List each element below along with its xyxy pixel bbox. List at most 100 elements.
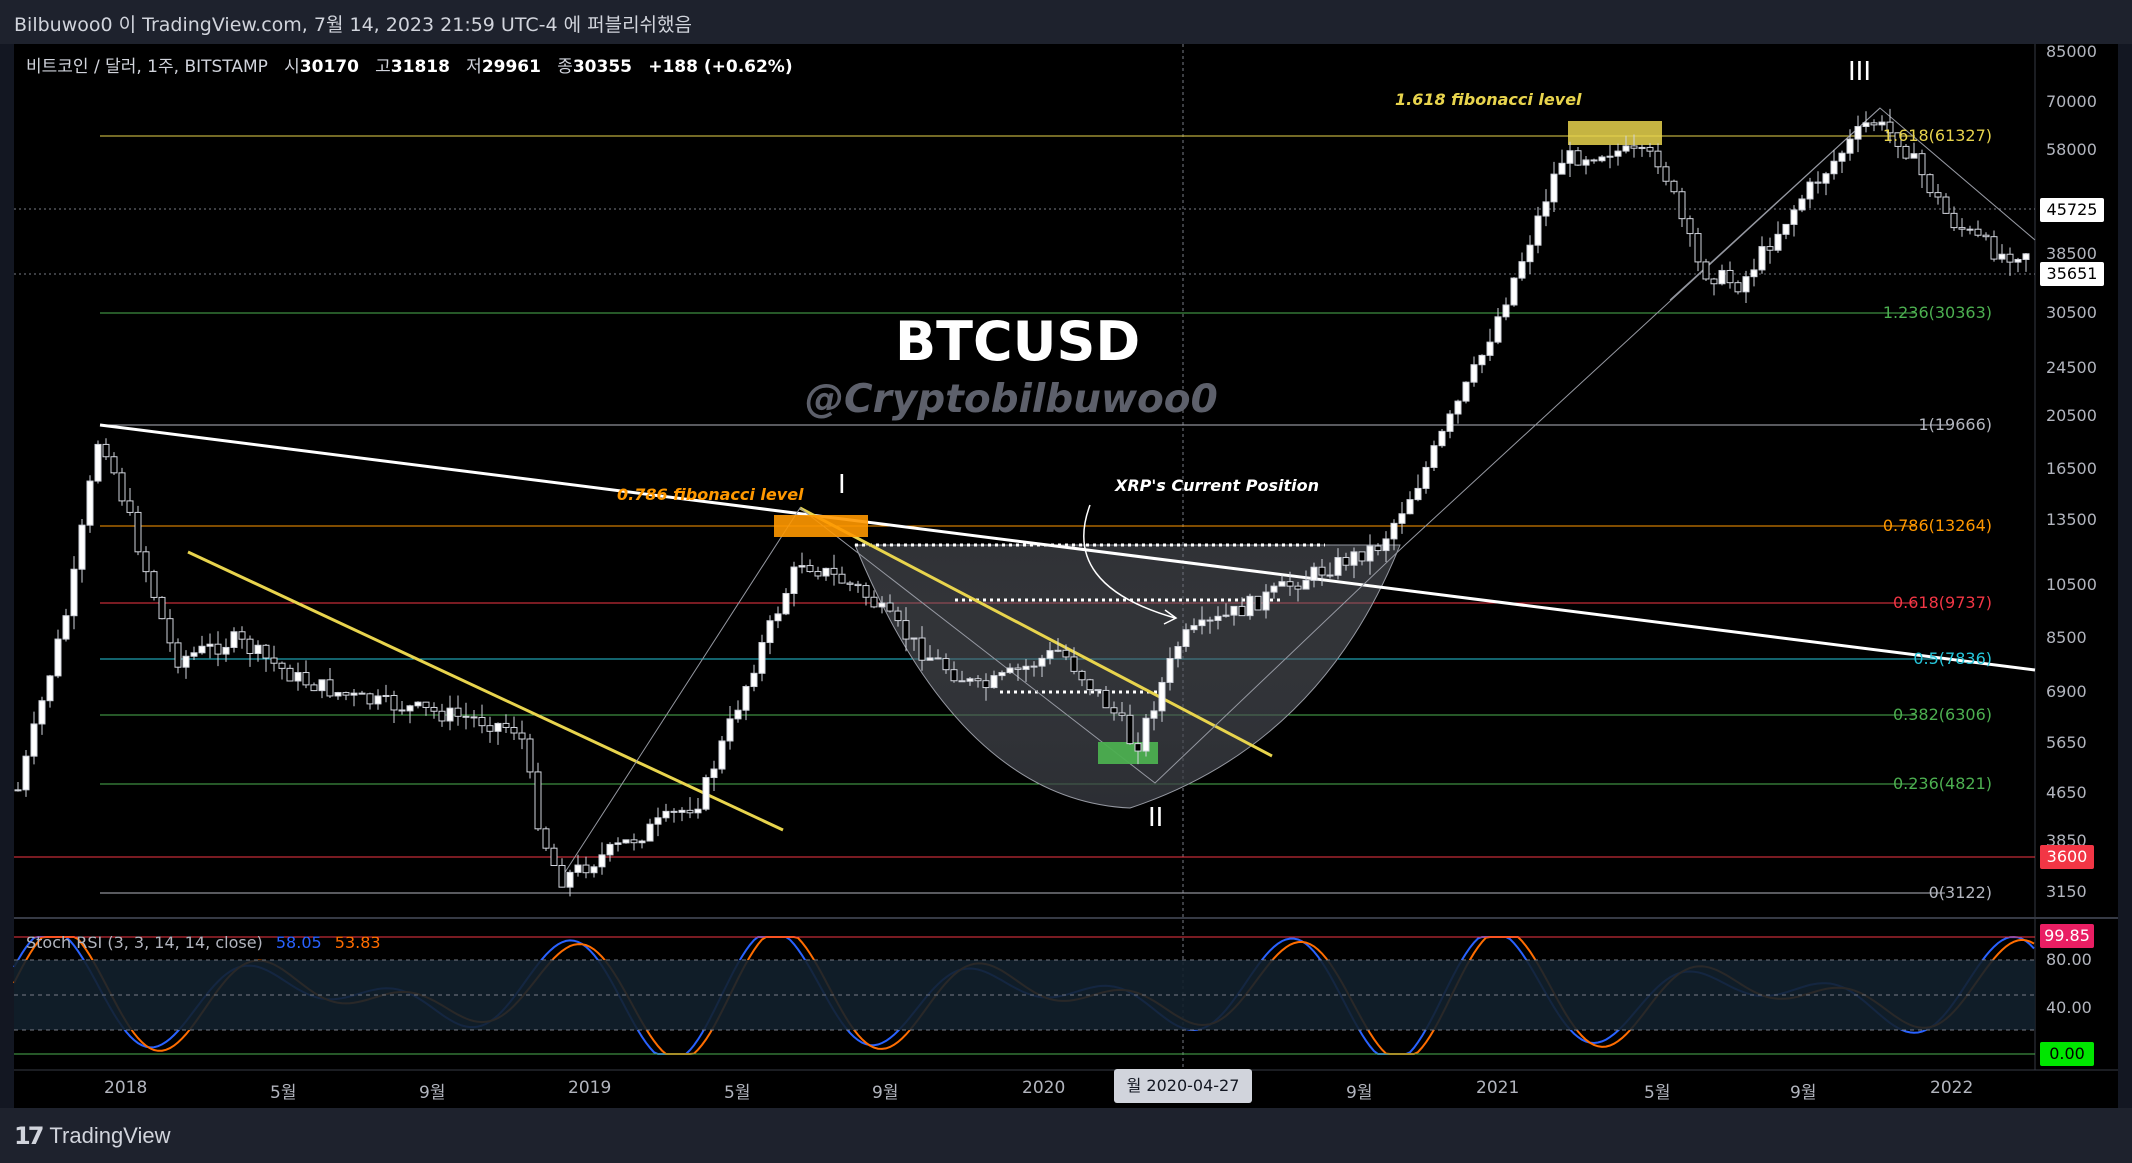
candle-body — [1854, 125, 1862, 140]
open-label: 시 — [284, 57, 300, 77]
candle-body — [1982, 234, 1990, 238]
candle-body — [582, 864, 590, 874]
candle-body — [1742, 276, 1750, 293]
candle-body — [1646, 146, 1654, 152]
candle-body — [1870, 122, 1878, 126]
candle-body — [1958, 227, 1966, 230]
candle-body — [1438, 430, 1446, 447]
close-value: 30355 — [572, 57, 632, 77]
candle-body — [1726, 269, 1734, 284]
fib-label-1618: 1.618(61327) — [1882, 126, 1992, 145]
stoch-rsi-legend[interactable]: Stoch RSI (3, 3, 14, 14, close) 58.05 53… — [26, 933, 381, 952]
candle-body — [1462, 381, 1470, 402]
fib-1618-note: 1.618 fibonacci level — [1395, 90, 1582, 109]
candle-body — [1510, 277, 1518, 306]
time-tick: 5월 — [724, 1083, 751, 1103]
trendline-yellow-2[interactable] — [799, 506, 1273, 758]
xrp-arrow — [1083, 504, 1176, 619]
candle-body — [1166, 658, 1174, 683]
xrp-note: XRP's Current Position — [1115, 476, 1319, 495]
candle-body — [262, 644, 270, 659]
publish-info-bar: Bilbuwoo0 이 TradingView.com, 7월 14, 2023… — [0, 0, 2132, 44]
candle-body — [1374, 545, 1382, 552]
candle-body — [1886, 121, 1894, 134]
candle-body — [1278, 581, 1286, 587]
stoch-tag-low[interactable]: 0.00 — [2040, 1042, 2094, 1066]
candle-body — [150, 571, 158, 598]
tradingview-brand[interactable]: 17 TradingView — [14, 1122, 170, 1150]
candle-body — [998, 672, 1006, 677]
price-tag-35651[interactable]: 35651 — [2040, 262, 2104, 286]
low-value: 29961 — [481, 57, 541, 77]
candle-body — [1326, 574, 1334, 577]
candle-body — [1630, 145, 1638, 149]
candle-body — [318, 679, 326, 692]
candlestick-series[interactable] — [14, 108, 2030, 897]
candle-body — [646, 823, 654, 842]
time-axis[interactable]: 2018 5월 9월 2019 5월 9월 2020 9월 2021 5월 9월… — [14, 1072, 2035, 1106]
cup-shape[interactable] — [854, 544, 1401, 809]
candle-body — [382, 694, 390, 697]
time-tick: 5월 — [1644, 1083, 1671, 1103]
candle-body — [1966, 228, 1974, 231]
candle-body — [86, 480, 94, 526]
fib-1618-highlight[interactable] — [1568, 121, 1662, 145]
candle-body — [1446, 413, 1454, 432]
candle-body — [1678, 191, 1686, 220]
wave-1-label: I — [838, 470, 846, 500]
candle-body — [918, 637, 926, 661]
candle-body — [1894, 132, 1902, 147]
candle-body — [30, 723, 38, 757]
candle-body — [1262, 591, 1270, 611]
symbol-legend[interactable]: 비트코인 / 달러, 1주, BITSTAMP 시30170 고31818 저2… — [26, 52, 793, 77]
price-tag-3600[interactable]: 3600 — [2040, 845, 2094, 869]
long-trendline-white[interactable] — [99, 423, 2036, 672]
candle-body — [1294, 585, 1302, 590]
candle-body — [1950, 212, 1958, 229]
candle-body — [182, 655, 190, 668]
price-tag-45725[interactable]: 45725 — [2040, 198, 2104, 222]
candle-body — [670, 810, 678, 813]
time-tick: 2020 — [1022, 1078, 1066, 1098]
fib-0786-note: 0.786 fibonacci level — [617, 485, 804, 504]
candle-body — [2006, 253, 2014, 263]
open-value: 30170 — [299, 57, 359, 77]
candle-body — [206, 643, 214, 647]
candle-body — [1270, 585, 1278, 593]
candle-body — [1022, 665, 1030, 670]
candle-body — [958, 680, 966, 683]
candle-body — [1078, 670, 1086, 681]
change-value: +188 (+0.62%) — [648, 57, 793, 77]
candle-body — [54, 638, 62, 677]
candle-body — [734, 709, 742, 720]
candle-body — [2014, 258, 2022, 263]
candle-body — [814, 571, 822, 577]
watermark-title: BTCUSD — [895, 310, 1141, 373]
candle-body — [190, 652, 198, 657]
candle-body — [886, 602, 894, 612]
candle-body — [1310, 566, 1318, 581]
candle-body — [214, 643, 222, 655]
fib-0786-highlight[interactable] — [774, 515, 868, 537]
candle-body — [806, 565, 814, 573]
price-axis[interactable]: 85000 70000 58000 38500 30500 24500 2050… — [2040, 0, 2120, 918]
watermark-handle: @Cryptobilbuwoo0 — [805, 377, 1218, 422]
candle-body — [1526, 244, 1534, 263]
candle-body — [1062, 649, 1070, 658]
candle-body — [1366, 545, 1374, 562]
trendline-yellow-1[interactable] — [187, 550, 784, 832]
candle-body — [574, 864, 582, 873]
candle-body — [854, 583, 862, 587]
wave-path[interactable] — [559, 107, 2036, 881]
candle-body — [1550, 173, 1558, 203]
candle-body — [94, 443, 102, 482]
candle-body — [1838, 152, 1846, 162]
candle-body — [462, 715, 470, 718]
candle-body — [838, 573, 846, 584]
candle-body — [550, 847, 558, 866]
high-value: 31818 — [390, 57, 450, 77]
candle-body — [286, 667, 294, 682]
stoch-tag-high[interactable]: 99.85 — [2040, 924, 2094, 948]
fib-label-0236: 0.236(4821) — [1892, 774, 1992, 793]
